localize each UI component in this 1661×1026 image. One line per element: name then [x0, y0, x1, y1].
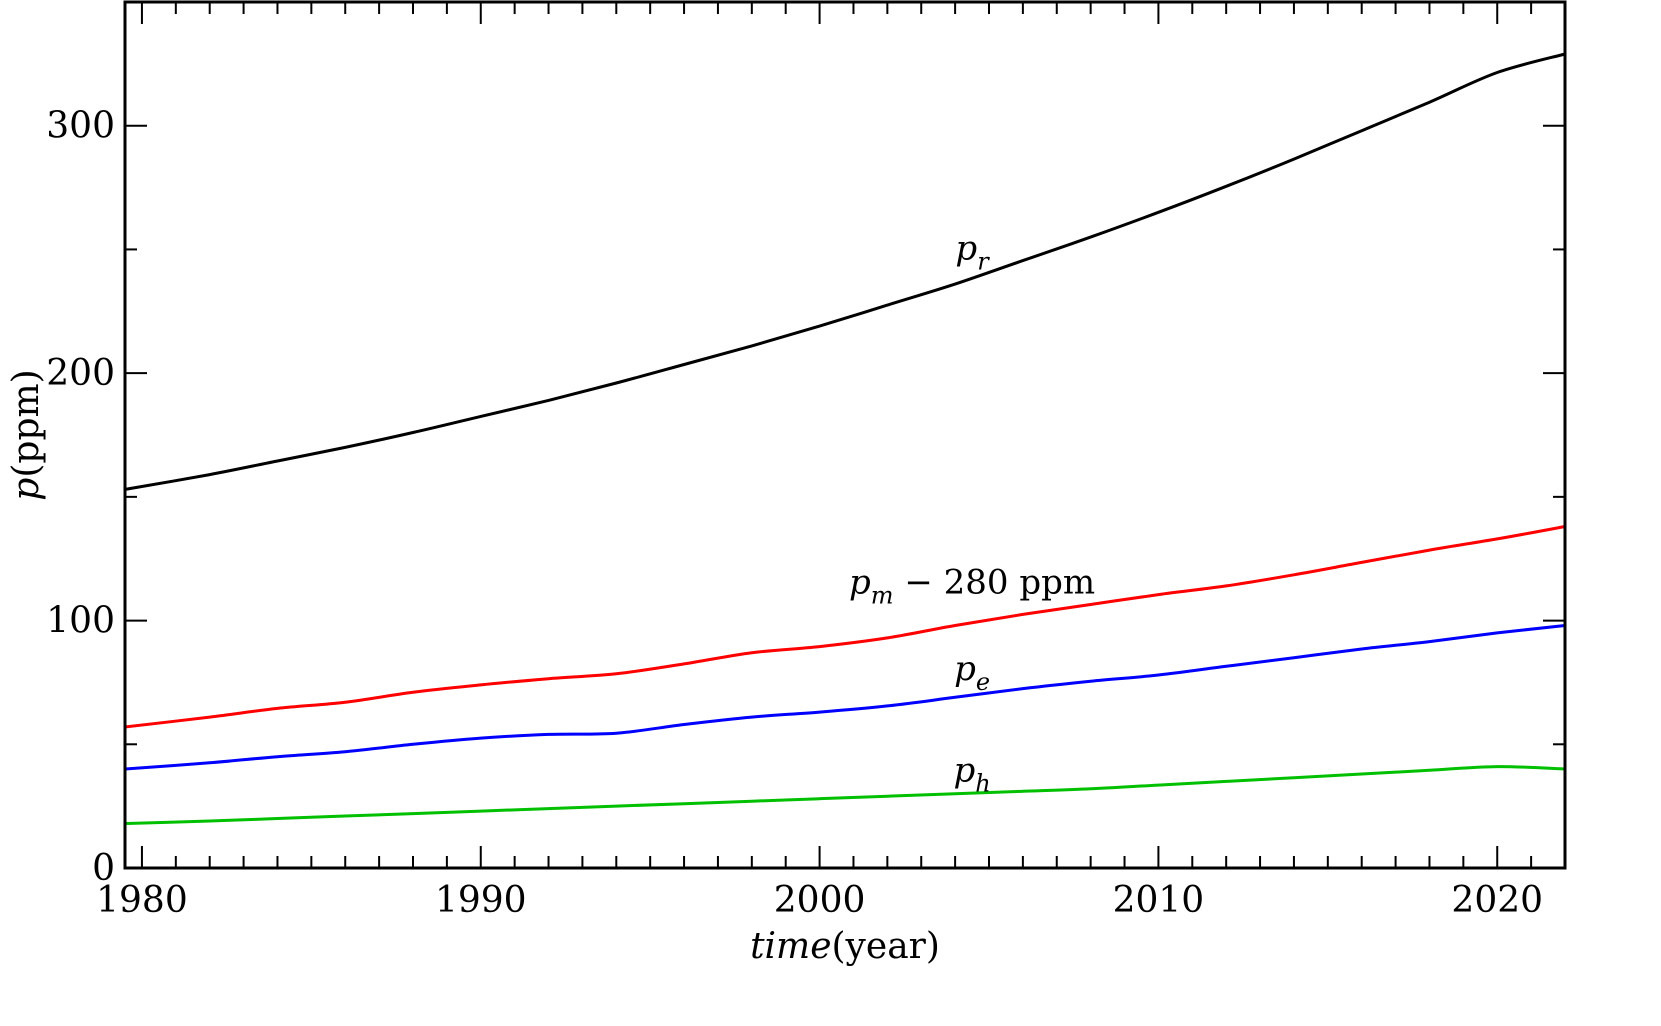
x-tick-label: 1990 — [435, 880, 527, 921]
x-axis-unit: (year) — [832, 926, 940, 967]
series-label-suffix: − 280 ppm — [894, 562, 1096, 602]
series-label-sub: e — [976, 668, 990, 696]
y-tick-label: 300 — [46, 106, 115, 147]
x-tick-label: 2020 — [1451, 880, 1543, 921]
series-line-p-r — [124, 52, 1566, 491]
plot-frame — [123, 0, 1567, 870]
series-label-base: p — [955, 228, 977, 268]
x-axis-label: time(year) — [750, 926, 940, 967]
y-tick-label: 0 — [92, 848, 115, 889]
y-axis-label: p(ppm) — [6, 369, 47, 500]
series-line-p-h — [124, 765, 1566, 825]
ticks-layer — [125, 1, 1566, 869]
series-label-sub: m — [871, 581, 894, 609]
x-tick-label: 2010 — [1113, 880, 1205, 921]
x-tick-label: 2000 — [774, 880, 866, 921]
y-axis-var: p — [6, 478, 47, 501]
series-label-base: p — [954, 649, 976, 689]
series-label-p-m: pm − 280 ppm — [849, 562, 1095, 609]
series-line-p-e — [124, 624, 1566, 771]
series-line-p-m — [124, 525, 1566, 729]
x-axis-var: time — [750, 926, 831, 967]
y-tick-label: 100 — [46, 601, 115, 642]
series-label-p-h: ph — [953, 750, 990, 797]
series-label-p-r: pr — [955, 228, 990, 275]
y-axis-unit: (ppm) — [6, 369, 47, 477]
series-layer — [124, 52, 1566, 825]
y-tick-label: 200 — [46, 353, 115, 394]
x-tick-label: 1980 — [96, 880, 188, 921]
series-label-base: p — [953, 750, 975, 790]
series-label-p-e: pe — [954, 649, 990, 696]
series-label-sub: r — [977, 247, 990, 275]
series-label-sub: h — [975, 769, 990, 797]
series-label-base: p — [849, 562, 871, 602]
